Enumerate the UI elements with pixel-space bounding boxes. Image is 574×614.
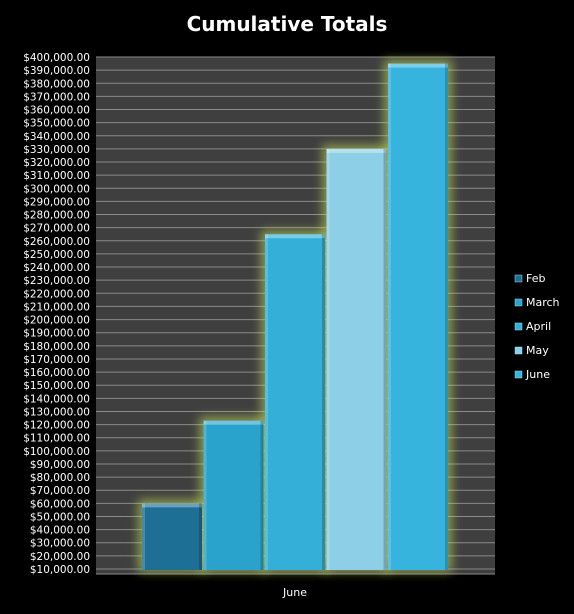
legend-swatch-feb [514, 274, 523, 283]
bar-top-bevel [203, 420, 264, 425]
y-tick-label: $300,000.00 [23, 183, 90, 195]
y-tick-label: $220,000.00 [23, 288, 90, 300]
y-tick-label: $230,000.00 [23, 275, 90, 287]
bar-feb [142, 503, 202, 570]
bar-left-bevel [203, 420, 207, 570]
y-tick-label: $240,000.00 [23, 262, 90, 274]
legend-swatch-april [514, 322, 523, 331]
y-tick-label: $380,000.00 [23, 78, 90, 90]
legend-swatch-march [514, 298, 523, 307]
y-tick-label: $140,000.00 [23, 393, 90, 405]
y-tick-label: $180,000.00 [23, 341, 90, 353]
y-tick-label: $210,000.00 [23, 301, 90, 313]
bar-right-bevel [199, 503, 202, 570]
y-tick-label: $170,000.00 [23, 354, 90, 366]
y-tick-label: $120,000.00 [23, 420, 90, 432]
y-tick-label: $370,000.00 [23, 91, 90, 103]
bar-left-bevel [142, 503, 145, 570]
y-tick-label: $250,000.00 [23, 249, 90, 261]
bar-top-bevel [265, 234, 325, 239]
y-tick-label: $270,000.00 [23, 223, 90, 235]
y-tick-label: $80,000.00 [30, 472, 90, 484]
bar-right-bevel [260, 420, 264, 570]
y-tick-label: $20,000.00 [30, 551, 90, 563]
y-tick-label: $110,000.00 [23, 433, 90, 445]
y-axis-ticks: $10,000.00$20,000.00$30,000.00$40,000.00… [23, 52, 90, 576]
legend-label-april: April [526, 320, 551, 333]
legend-swatch-may [514, 346, 523, 355]
bar-june [388, 63, 448, 571]
legend: Feb March April May June [514, 272, 560, 381]
legend-label-feb: Feb [526, 272, 545, 285]
y-tick-label: $360,000.00 [23, 105, 90, 117]
y-tick-label: $320,000.00 [23, 157, 90, 169]
y-tick-label: $10,000.00 [30, 564, 90, 576]
y-tick-label: $340,000.00 [23, 131, 90, 143]
y-tick-label: $160,000.00 [23, 367, 90, 379]
bar-top-bevel [142, 503, 202, 508]
legend-swatch-june [514, 370, 523, 379]
y-tick-label: $200,000.00 [23, 315, 90, 327]
y-tick-label: $70,000.00 [30, 485, 90, 497]
y-tick-label: $400,000.00 [23, 52, 90, 64]
bar-left-bevel [388, 63, 391, 571]
x-category-label: June [282, 586, 307, 599]
bar-right-bevel [322, 234, 325, 570]
bar-right-bevel [445, 63, 448, 571]
y-tick-label: $260,000.00 [23, 236, 90, 248]
bar-top-bevel [326, 148, 387, 153]
y-tick-label: $280,000.00 [23, 210, 90, 222]
y-tick-label: $90,000.00 [30, 459, 90, 471]
y-tick-label: $40,000.00 [30, 525, 90, 537]
bars [142, 63, 448, 571]
y-tick-label: $150,000.00 [23, 380, 90, 392]
legend-label-june: June [525, 368, 550, 381]
bar-may [326, 148, 387, 570]
y-tick-label: $350,000.00 [23, 118, 90, 130]
bar-march [203, 420, 264, 570]
chart-title: Cumulative Totals [186, 12, 388, 36]
bar-top-bevel [388, 63, 448, 68]
y-tick-label: $60,000.00 [30, 498, 90, 510]
y-tick-label: $390,000.00 [23, 65, 90, 77]
legend-label-march: March [526, 296, 560, 309]
legend-label-may: May [526, 344, 549, 357]
y-tick-label: $190,000.00 [23, 328, 90, 340]
y-tick-label: $50,000.00 [30, 511, 90, 523]
y-tick-label: $100,000.00 [23, 446, 90, 458]
bar-left-bevel [326, 148, 330, 570]
y-tick-label: $310,000.00 [23, 170, 90, 182]
x-axis-categories: June [282, 586, 307, 599]
y-tick-label: $330,000.00 [23, 144, 90, 156]
y-tick-label: $290,000.00 [23, 196, 90, 208]
y-tick-label: $30,000.00 [30, 538, 90, 550]
bar-april [265, 234, 325, 570]
y-tick-label: $130,000.00 [23, 406, 90, 418]
bar-left-bevel [265, 234, 268, 570]
bar-right-bevel [383, 148, 387, 570]
